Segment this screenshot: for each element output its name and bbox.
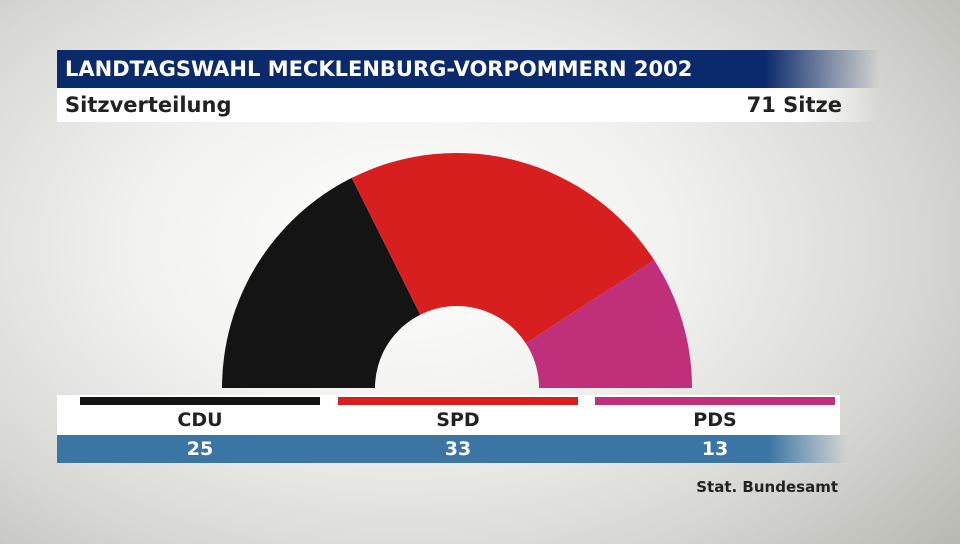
- seat-segment-spd: [351, 153, 655, 344]
- party-label-cdu: CDU: [177, 409, 223, 431]
- seat-segment-cdu: [222, 177, 421, 388]
- party-value-spd: 33: [444, 438, 472, 460]
- party-value-pds: 13: [701, 438, 729, 460]
- party-values-bar: 25 33 13: [57, 435, 847, 463]
- total-seats-label: 71 Sitze: [746, 93, 842, 117]
- subtitle-bar: Sitzverteilung 71 Sitze: [57, 88, 880, 122]
- seat-segment-pds: [525, 260, 692, 388]
- chart-subtitle: Sitzverteilung: [65, 93, 232, 117]
- chart-title: LANDTAGSWAHL MECKLENBURG-VORPOMMERN 2002: [65, 57, 693, 81]
- party-value-cdu: 25: [186, 438, 214, 460]
- party-labels-bar: CDU SPD PDS: [57, 395, 840, 435]
- party-color-strip-pds: [595, 397, 835, 405]
- source-label: Stat. Bundesamt: [696, 478, 838, 496]
- title-bar: LANDTAGSWAHL MECKLENBURG-VORPOMMERN 2002: [57, 50, 880, 88]
- party-color-strip-cdu: [80, 397, 320, 405]
- party-color-strip-spd: [338, 397, 578, 405]
- party-label-pds: PDS: [693, 409, 737, 431]
- party-label-spd: SPD: [436, 409, 480, 431]
